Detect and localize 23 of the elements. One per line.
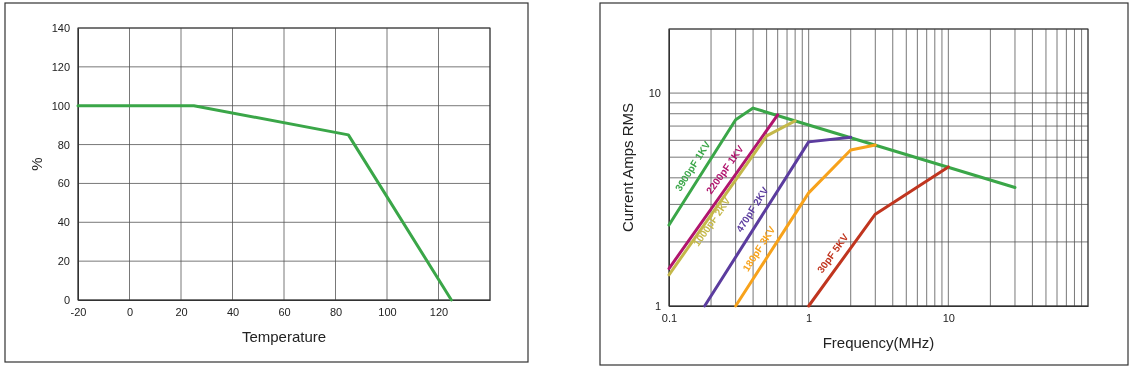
y-tick-label: 20 xyxy=(57,255,70,268)
y-tick-label: 40 xyxy=(57,216,70,229)
x-tick-label: 1 xyxy=(806,311,813,324)
x-axis-title: Temperature xyxy=(241,328,327,345)
y-tick-label: 140 xyxy=(51,22,70,35)
x-tick-label: 80 xyxy=(329,305,343,318)
x-tick-label: 10 xyxy=(942,311,955,324)
y-axis-title: % xyxy=(28,157,45,171)
x-tick-label: 120 xyxy=(429,305,449,318)
y-axis-title: Current Amps RMS xyxy=(619,102,636,233)
x-tick-label: 40 xyxy=(226,305,240,318)
x-tick-label: 20 xyxy=(175,305,188,318)
y-tick-label: 80 xyxy=(57,138,70,151)
y-tick-label: 100 xyxy=(51,99,70,112)
x-tick-label: 60 xyxy=(278,305,291,318)
x-tick-label: 0.1 xyxy=(661,311,678,324)
x-tick-label: 100 xyxy=(378,305,397,318)
x-tick-label: 0 xyxy=(126,305,134,318)
x-tick-label: -20 xyxy=(70,305,87,318)
y-tick-label: 120 xyxy=(51,60,70,73)
y-tick-label: 0 xyxy=(63,294,70,307)
y-tick-label: 60 xyxy=(57,177,70,190)
x-axis-title: Frequency(MHz) xyxy=(822,334,935,351)
